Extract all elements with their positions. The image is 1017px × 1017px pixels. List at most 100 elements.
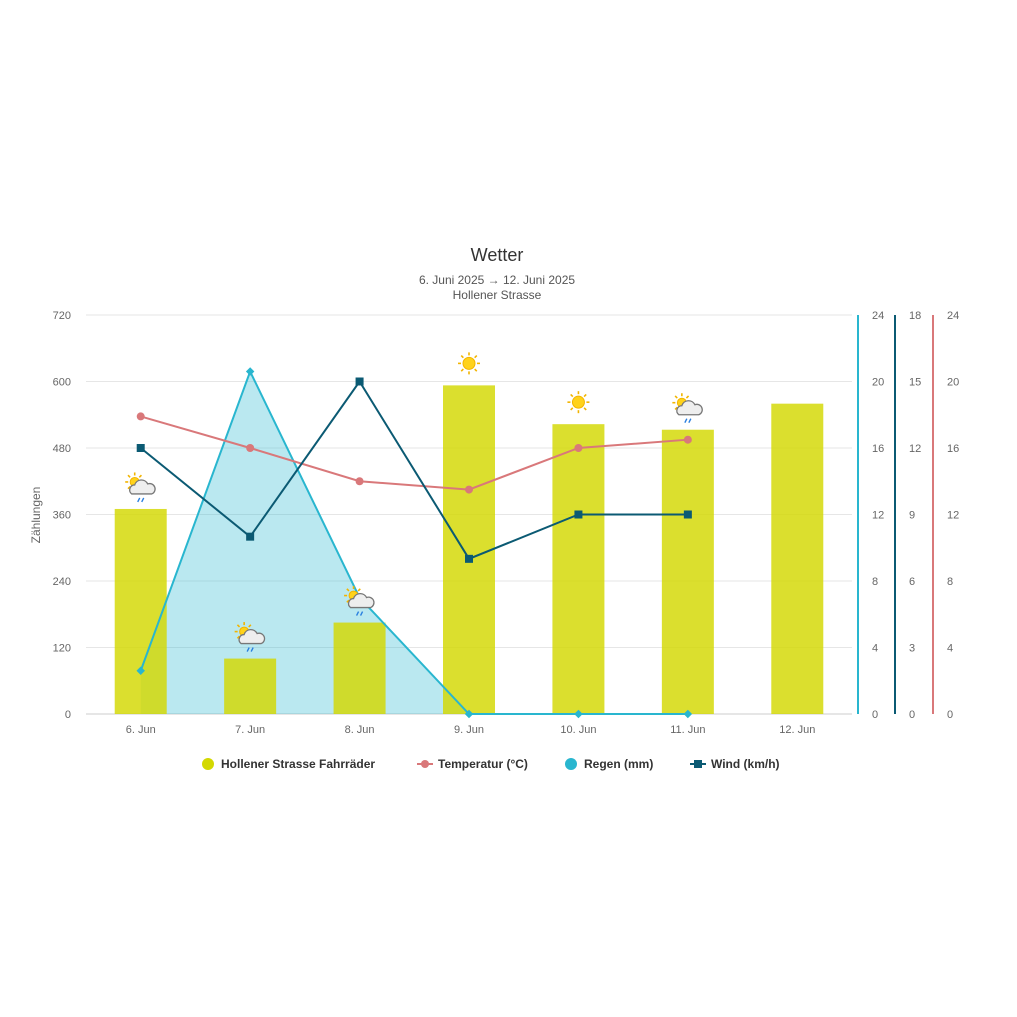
bar (771, 403, 824, 714)
right-axis-tick-label: 8 (872, 576, 878, 588)
data-point (245, 367, 255, 376)
legend-item[interactable]: Regen (mm) (565, 757, 653, 771)
x-tick-label: 6. Jun (126, 724, 156, 736)
rain-drop (359, 611, 364, 616)
right-axis-tick-label: 20 (947, 377, 959, 389)
y-tick-label: 0 (65, 709, 71, 721)
sun-ray (674, 406, 678, 410)
data-point (136, 412, 145, 421)
right-axis-tick-label: 4 (872, 643, 878, 655)
data-point (574, 510, 583, 519)
y-tick-label: 120 (53, 643, 71, 655)
data-point (683, 510, 692, 519)
right-axis-tick-label: 6 (909, 576, 915, 588)
rain-drop (688, 418, 692, 424)
legend-marker (694, 760, 702, 768)
sun-ray (583, 393, 587, 398)
legend-marker (565, 758, 577, 770)
cloud-rain-icon (672, 393, 703, 424)
bar-layer (114, 385, 824, 714)
data-point (136, 444, 145, 452)
right-axis-tick-label: 24 (947, 310, 959, 322)
cloud-shape (238, 628, 266, 645)
data-point (574, 444, 583, 452)
sun-ray (570, 393, 574, 398)
sun-ray (236, 635, 241, 639)
cloud-shape (676, 400, 703, 416)
sun-ray (138, 474, 142, 478)
bar (661, 429, 714, 714)
legend-label: Regen (mm) (584, 757, 653, 771)
sun-ray (127, 474, 131, 478)
x-tick-label: 12. Jun (779, 724, 815, 736)
right-axis-tick-label: 12 (872, 510, 884, 522)
y-axis-title: Zählungen (29, 487, 43, 544)
bar (224, 658, 277, 714)
right-axis-tick-label: 15 (909, 377, 921, 389)
data-point (246, 444, 255, 452)
series-line (140, 379, 688, 561)
sun-ray (357, 588, 361, 592)
data-point (464, 709, 474, 719)
rain-drop (684, 418, 688, 424)
right-axis-tick-label: 8 (947, 576, 953, 588)
right-axis-tick-label: 20 (872, 377, 884, 389)
sun-disc (462, 356, 476, 370)
sun-ray (674, 395, 678, 399)
weather-icon-layer (125, 352, 703, 652)
rain-area-fill (140, 371, 688, 714)
bar (114, 508, 167, 714)
data-point (683, 435, 692, 444)
x-tick-label: 9. Jun (454, 724, 484, 736)
x-tick-label: 11. Jun (670, 724, 705, 736)
sun-icon (458, 352, 480, 375)
line-layer (136, 367, 693, 719)
right-axis-tick-label: 3 (909, 643, 915, 655)
sun-ray (460, 368, 464, 372)
legend-item[interactable]: Wind (km/h) (690, 757, 780, 771)
right-axis-tick-label: 12 (947, 510, 959, 522)
y-tick-label: 480 (53, 443, 71, 455)
data-point (465, 554, 473, 563)
rain-drop (141, 497, 145, 503)
rain-area-layer (140, 371, 688, 714)
legend-label: Hollener Strasse Fahrräder (221, 757, 375, 771)
cloud-shape (129, 479, 156, 495)
right-axis-tick-label: 16 (947, 443, 959, 455)
right-axis-tick-label: 9 (909, 510, 915, 522)
right-axis-tick-label: 16 (872, 443, 884, 455)
legend-marker (202, 758, 214, 770)
x-tick-label: 10. Jun (560, 724, 596, 736)
sun-ray (346, 599, 350, 603)
sun-ray (346, 588, 350, 592)
sun-ray (248, 624, 252, 628)
data-point (683, 709, 693, 719)
data-point (465, 485, 473, 494)
legend[interactable]: Hollener Strasse Fahrräder Temperatur (°C… (202, 757, 780, 771)
legend-item[interactable]: Temperatur (°C) (417, 757, 528, 771)
sun-ray (474, 355, 478, 359)
bar (443, 385, 495, 714)
cloud-rain-icon (234, 622, 266, 652)
rain-drop (137, 497, 141, 503)
chart-subtitle-location: Hollener Strasse (453, 288, 542, 302)
sun-ray (570, 407, 574, 411)
sun-ray (460, 355, 464, 359)
y-tick-label: 360 (53, 510, 71, 522)
legend-label: Temperatur (°C) (438, 757, 528, 771)
rain-drop (246, 647, 250, 652)
x-tick-label: 7. Jun (235, 724, 265, 736)
bar (333, 622, 386, 714)
chart-title: Wetter (471, 245, 524, 265)
right-axis-tick-label: 18 (909, 310, 921, 322)
data-point (246, 532, 255, 541)
series-line (139, 368, 688, 715)
legend-item[interactable]: Hollener Strasse Fahrräder (202, 757, 375, 771)
legend-marker (421, 760, 429, 768)
data-point (355, 377, 364, 386)
sun-icon (567, 391, 590, 414)
chart-subtitle-dates: 6. Juni 2025 → 12. Juni 2025 (419, 273, 575, 287)
right-axis-tick-label: 0 (872, 709, 878, 721)
